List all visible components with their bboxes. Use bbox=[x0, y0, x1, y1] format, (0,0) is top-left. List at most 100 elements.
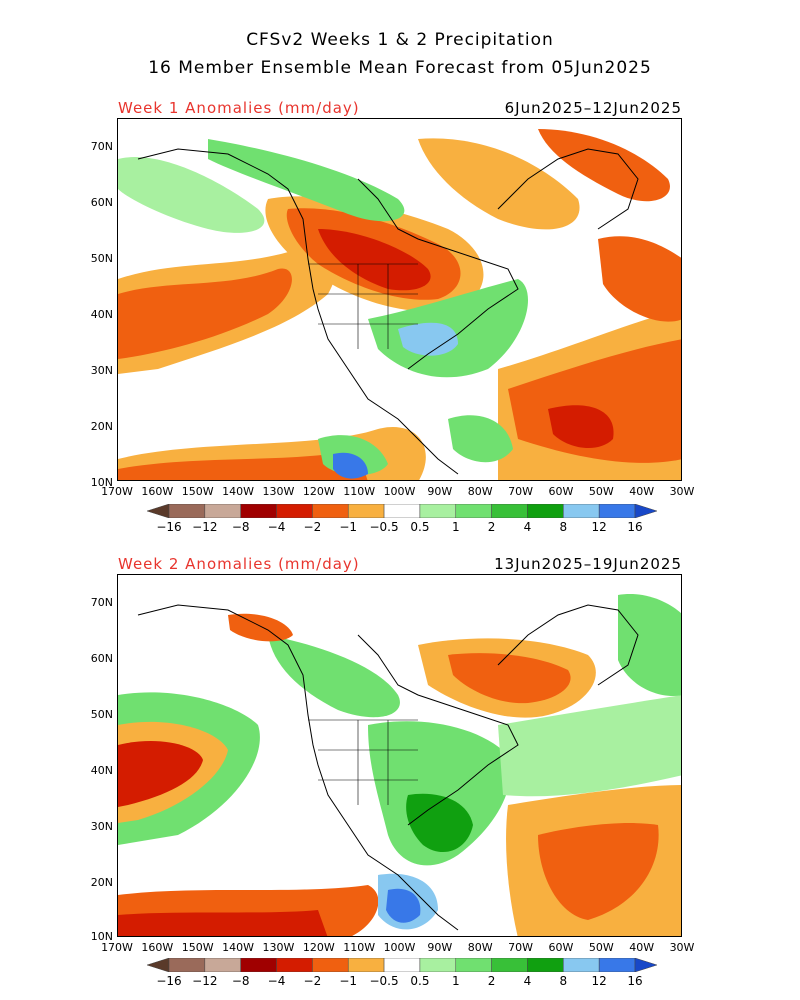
week1-map bbox=[117, 118, 682, 481]
lon-label: 40W bbox=[629, 485, 655, 498]
lon-label: 50W bbox=[588, 941, 614, 954]
colorbar-label: 4 bbox=[523, 974, 532, 988]
title-line-2: 16 Member Ensemble Mean Forecast from 05… bbox=[148, 58, 652, 78]
lon-label: 140W bbox=[222, 485, 254, 498]
colorbar-swatch bbox=[419, 504, 457, 518]
colorbar-swatch bbox=[383, 958, 421, 972]
colorbar-label: 0.5 bbox=[410, 520, 430, 534]
lon-label: 120W bbox=[302, 485, 335, 498]
lat-label: 20N bbox=[90, 876, 113, 889]
colorbar-label: −8 bbox=[231, 520, 250, 534]
lon-label: 110W bbox=[343, 941, 376, 954]
colorbar-swatch bbox=[168, 504, 206, 518]
colorbar-label: −0.5 bbox=[369, 974, 399, 988]
colorbar-swatch bbox=[204, 958, 241, 972]
lat-label: 30N bbox=[90, 820, 113, 833]
lat-label: 50N bbox=[90, 708, 113, 721]
lat-label: 10N bbox=[90, 930, 113, 943]
colorbar-label: 1 bbox=[451, 974, 460, 988]
lat-label: 60N bbox=[90, 196, 113, 209]
colorbar-label: 1 bbox=[451, 520, 460, 534]
colorbar-swatch bbox=[276, 958, 313, 972]
lon-label: 60W bbox=[548, 485, 574, 498]
lat-label: 40N bbox=[90, 764, 113, 777]
lat-label: 30N bbox=[90, 364, 113, 377]
lon-label: 170W bbox=[101, 941, 133, 954]
colorbar-swatch bbox=[312, 958, 349, 972]
lat-label: 10N bbox=[90, 476, 113, 489]
colorbar-swatch bbox=[491, 504, 528, 518]
week1-colorbar bbox=[147, 504, 657, 518]
lon-label: 70W bbox=[508, 941, 533, 954]
lon-label: 60W bbox=[548, 941, 574, 954]
colorbar-swatch bbox=[598, 958, 636, 972]
colorbar-label: 4 bbox=[523, 520, 532, 534]
lon-label: 50W bbox=[588, 485, 614, 498]
colorbar-label: 2 bbox=[487, 974, 496, 988]
week1-label: Week 1 Anomalies (mm/day) bbox=[118, 99, 360, 117]
colorbar-swatch bbox=[147, 958, 170, 972]
colorbar-swatch bbox=[312, 504, 349, 518]
colorbar-label: −2 bbox=[303, 520, 322, 534]
colorbar-label: −4 bbox=[267, 520, 286, 534]
lat-label: 40N bbox=[90, 308, 113, 321]
week1-field bbox=[118, 119, 681, 480]
colorbar-label: −12 bbox=[192, 520, 218, 534]
colorbar-swatch bbox=[598, 504, 636, 518]
colorbar-label: −16 bbox=[156, 520, 182, 534]
lon-label: 30W bbox=[669, 485, 695, 498]
colorbar-swatch bbox=[634, 958, 657, 972]
colorbar-swatch bbox=[634, 504, 657, 518]
week2-dates: 13Jun2025–19Jun2025 bbox=[494, 555, 682, 573]
week2-label: Week 2 Anomalies (mm/day) bbox=[118, 555, 360, 573]
colorbar-swatch bbox=[419, 958, 457, 972]
colorbar-label: −1 bbox=[339, 520, 358, 534]
lon-label: 120W bbox=[302, 941, 335, 954]
lon-label: 100W bbox=[383, 941, 416, 954]
colorbar-swatch bbox=[347, 958, 385, 972]
colorbar-swatch bbox=[455, 504, 492, 518]
title-line-1: CFSv2 Weeks 1 & 2 Precipitation bbox=[246, 30, 554, 50]
lon-label: 80W bbox=[467, 485, 493, 498]
colorbar-swatch bbox=[204, 504, 241, 518]
week2-colorbar bbox=[147, 958, 657, 972]
colorbar-swatch bbox=[276, 504, 313, 518]
colorbar-label: −8 bbox=[231, 974, 250, 988]
lon-label: 130W bbox=[262, 941, 295, 954]
colorbar-swatch bbox=[527, 504, 564, 518]
colorbar-swatch bbox=[383, 504, 421, 518]
colorbar-swatch bbox=[240, 958, 277, 972]
lon-label: 80W bbox=[467, 941, 493, 954]
colorbar-label: 12 bbox=[591, 974, 607, 988]
colorbar-label: −4 bbox=[267, 974, 286, 988]
lat-label: 20N bbox=[90, 420, 113, 433]
colorbar-swatch bbox=[563, 504, 600, 518]
colorbar-label: −1 bbox=[339, 974, 358, 988]
colorbar-swatch bbox=[455, 958, 492, 972]
colorbar-label: −2 bbox=[303, 974, 322, 988]
lat-label: 50N bbox=[90, 252, 113, 265]
lon-label: 170W bbox=[101, 485, 133, 498]
week2-map bbox=[117, 574, 682, 937]
colorbar-label: 16 bbox=[627, 974, 643, 988]
colorbar-swatch bbox=[168, 958, 206, 972]
colorbar-swatch bbox=[147, 504, 170, 518]
lon-label: 150W bbox=[181, 941, 214, 954]
colorbar-label: 0.5 bbox=[410, 974, 430, 988]
lon-label: 130W bbox=[262, 485, 295, 498]
lon-label: 160W bbox=[141, 941, 174, 954]
colorbar-label: 12 bbox=[591, 520, 607, 534]
colorbar-swatch bbox=[527, 958, 564, 972]
colorbar-label: −16 bbox=[156, 974, 182, 988]
lon-label: 30W bbox=[669, 941, 695, 954]
lat-label: 70N bbox=[90, 140, 113, 153]
colorbar-label: 16 bbox=[627, 520, 643, 534]
colorbar-swatch bbox=[491, 958, 528, 972]
colorbar-swatch bbox=[347, 504, 385, 518]
lon-label: 150W bbox=[181, 485, 214, 498]
colorbar-label: 2 bbox=[487, 520, 496, 534]
week1-dates: 6Jun2025–12Jun2025 bbox=[504, 99, 682, 117]
lat-label: 60N bbox=[90, 652, 113, 665]
lat-label: 70N bbox=[90, 596, 113, 609]
colorbar-label: 8 bbox=[559, 974, 568, 988]
